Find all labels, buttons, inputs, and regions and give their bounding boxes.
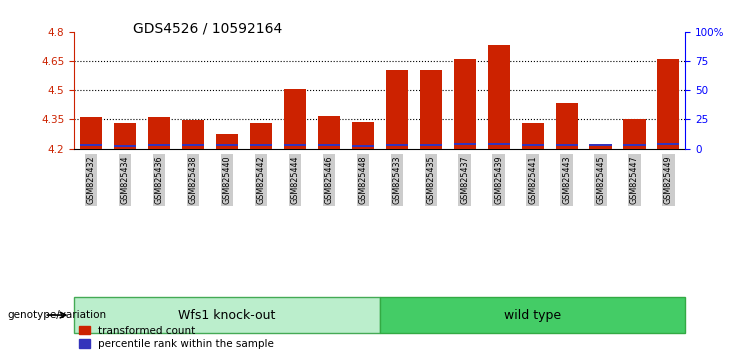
Text: GSM825440: GSM825440 (222, 156, 231, 204)
Bar (250, 144, 272, 146)
Text: GSM825443: GSM825443 (562, 156, 571, 204)
Bar (352, 145, 373, 147)
Bar (250, 124, 272, 149)
Text: GSM825445: GSM825445 (596, 156, 605, 204)
Bar (148, 116, 170, 149)
Bar (623, 144, 645, 146)
Bar (419, 70, 442, 149)
Bar (114, 124, 136, 149)
Bar (453, 143, 476, 145)
Bar (216, 134, 238, 149)
Bar (318, 116, 340, 149)
Bar (590, 144, 611, 146)
Text: GSM825449: GSM825449 (664, 156, 673, 204)
Bar (386, 144, 408, 146)
Bar (657, 59, 679, 149)
Text: genotype/variation: genotype/variation (7, 310, 107, 320)
Text: GSM825441: GSM825441 (528, 156, 537, 204)
Text: GSM825433: GSM825433 (392, 156, 401, 204)
Text: GSM825439: GSM825439 (494, 156, 503, 204)
Text: wild type: wild type (504, 309, 561, 321)
Bar (318, 144, 340, 146)
Bar (352, 122, 373, 149)
Bar (556, 103, 577, 149)
Text: GSM825444: GSM825444 (290, 156, 299, 204)
Text: GSM825436: GSM825436 (155, 156, 164, 204)
Bar (284, 89, 306, 149)
Text: GSM825435: GSM825435 (426, 156, 435, 204)
Bar (556, 144, 577, 146)
Bar (488, 45, 510, 149)
Bar (488, 143, 510, 145)
Bar (182, 144, 204, 146)
Bar (284, 144, 306, 146)
Bar (216, 144, 238, 146)
Bar (623, 119, 645, 149)
Text: GSM825446: GSM825446 (325, 156, 333, 204)
Text: GSM825437: GSM825437 (460, 156, 469, 204)
Bar (419, 144, 442, 146)
Bar (114, 145, 136, 147)
Bar (148, 144, 170, 146)
Bar (522, 124, 544, 149)
Bar (453, 59, 476, 149)
Text: GSM825432: GSM825432 (87, 156, 96, 204)
Bar (80, 144, 102, 146)
Bar (80, 116, 102, 149)
Text: GSM825448: GSM825448 (359, 156, 368, 204)
Text: GSM825438: GSM825438 (188, 156, 197, 204)
Bar (182, 120, 204, 149)
Text: GSM825434: GSM825434 (121, 156, 130, 204)
Text: GDS4526 / 10592164: GDS4526 / 10592164 (133, 21, 282, 35)
Bar (657, 143, 679, 145)
Legend: transformed count, percentile rank within the sample: transformed count, percentile rank withi… (79, 326, 274, 349)
Text: GSM825447: GSM825447 (630, 156, 639, 204)
Bar (386, 70, 408, 149)
Text: Wfs1 knock-out: Wfs1 knock-out (179, 309, 276, 321)
Bar (522, 144, 544, 146)
Bar (590, 145, 611, 149)
Text: GSM825442: GSM825442 (256, 156, 265, 204)
